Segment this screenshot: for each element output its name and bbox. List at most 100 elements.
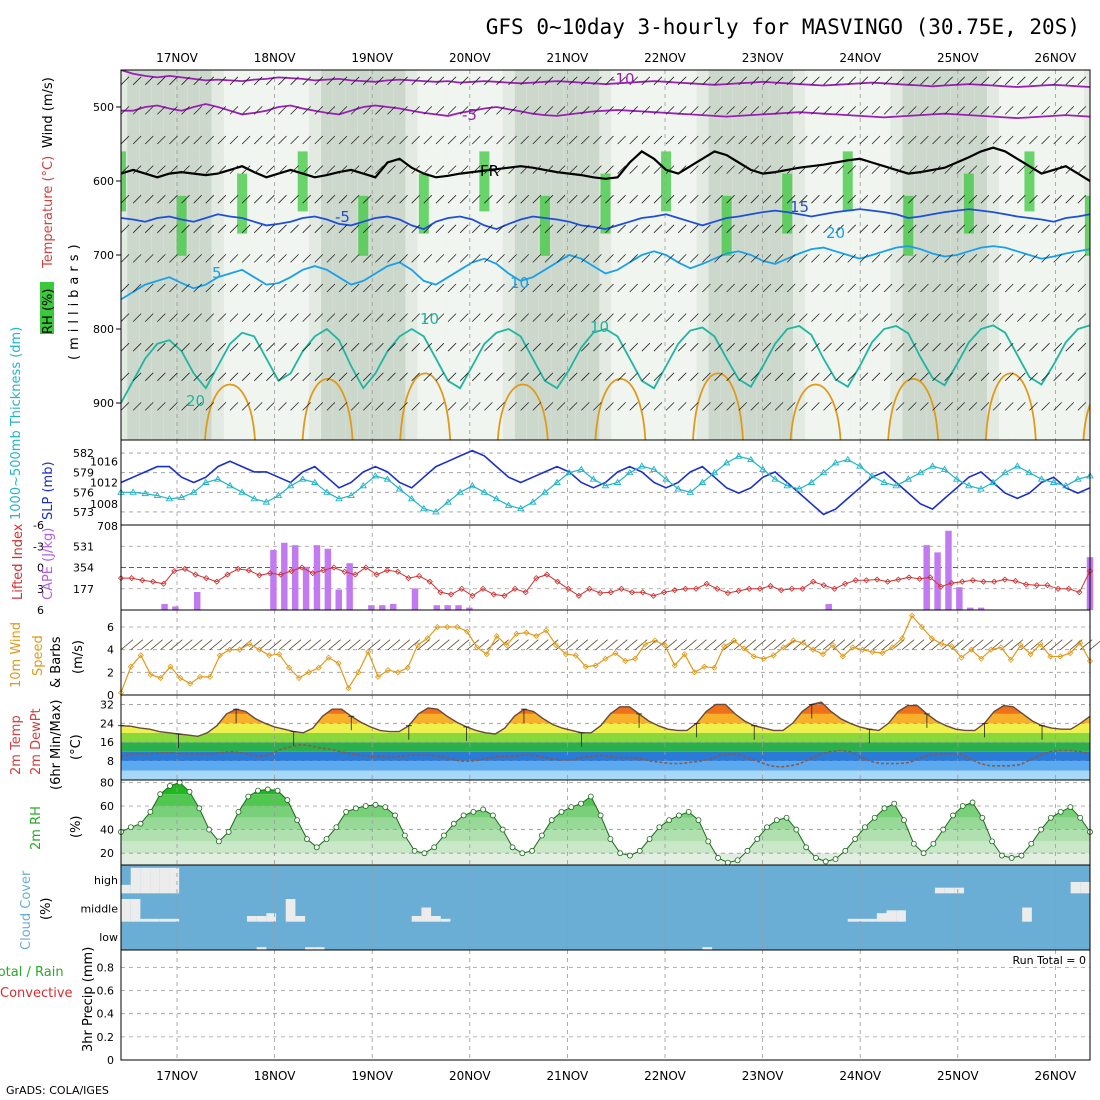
wind-barb (823, 254, 832, 263)
wind-barb (520, 135, 529, 145)
rh-point (685, 808, 692, 815)
wind-barb (362, 76, 372, 86)
wind-barb (811, 342, 820, 352)
wind-barb (738, 254, 748, 263)
wind-barb (823, 194, 832, 204)
wind-barb (762, 165, 772, 174)
cape-bar (466, 607, 473, 610)
wind-barb (266, 135, 275, 145)
thickness-point (759, 465, 767, 472)
wind-barb (823, 135, 832, 145)
wind-barb (375, 254, 384, 263)
wind-barb (520, 76, 529, 86)
wind-barb (508, 402, 517, 411)
wind-barb (459, 76, 469, 86)
date-label-top: 22NOV (644, 51, 686, 65)
li-point (139, 577, 146, 584)
date-label-top: 21NOV (547, 51, 589, 65)
wind-barb (726, 224, 735, 234)
wind-barb (1053, 402, 1062, 411)
wind-barb (1041, 342, 1050, 352)
cloud-bar-high (1070, 882, 1081, 894)
cloud-bar-high (934, 887, 945, 894)
wind-barb (189, 639, 203, 650)
wind-barb (726, 194, 735, 204)
wind-barb (1089, 380, 1090, 381)
wind-barb (859, 283, 869, 293)
millibars-label: (millibars) (67, 239, 82, 360)
wind-barb (362, 135, 372, 145)
rh-band (127, 70, 140, 440)
wind-barb (956, 224, 966, 234)
wind-barb (362, 194, 372, 204)
wind-barb (944, 76, 953, 86)
wind-barb (738, 313, 748, 322)
wind-barb (883, 165, 893, 174)
wind-barb (617, 194, 626, 204)
wind-barb (665, 165, 675, 174)
wind-barb (1089, 261, 1090, 263)
wind-barb (205, 313, 215, 322)
wind-point (978, 655, 985, 662)
rh-tick: 40 (100, 824, 114, 837)
li-point (405, 575, 412, 582)
wind-barb (484, 372, 493, 382)
wind-point (968, 646, 975, 653)
wind-barb (544, 135, 554, 145)
rh-patch (782, 173, 793, 234)
wind-barb (144, 106, 154, 115)
rh-point (353, 805, 359, 812)
wind-barb (193, 254, 202, 263)
date-label-bottom: 24NOV (839, 1069, 881, 1083)
wind-barb (568, 194, 578, 204)
wind-point (424, 635, 431, 642)
rh-band (187, 70, 200, 440)
li-point (937, 583, 944, 590)
wind-barb (520, 194, 529, 204)
wind-barb (362, 313, 372, 322)
rh-point (842, 847, 849, 854)
wind-barb (496, 106, 505, 115)
li-tick: 0 (37, 562, 44, 575)
rh-point (705, 838, 712, 845)
wind-barb (871, 254, 881, 263)
wind-barb (702, 135, 711, 145)
li-point (245, 567, 252, 574)
wind-barb (193, 224, 202, 234)
rh-band (320, 70, 333, 440)
wind-barb (702, 372, 711, 382)
wind-barb (568, 135, 578, 145)
wind-barb (980, 76, 990, 86)
wind-barb (1004, 254, 1014, 263)
thickness-point (1061, 481, 1070, 489)
wind-barb (387, 372, 396, 382)
wind-barb (1065, 224, 1075, 234)
cloud-level-label: low (99, 931, 118, 944)
rh-tick: 60 (100, 800, 114, 813)
wind-barb (738, 283, 748, 293)
wind-barb (932, 135, 941, 145)
temp-bands (121, 702, 1090, 780)
li-point (1065, 585, 1072, 592)
wind-barb (702, 194, 711, 204)
wind-barb (556, 402, 566, 411)
rh-patch (600, 173, 611, 234)
wind-point (790, 637, 797, 644)
li-point (277, 571, 284, 578)
cape-bar (967, 607, 974, 610)
wind-barb (847, 254, 857, 263)
wind-barb (423, 135, 433, 145)
rh-band (272, 70, 285, 440)
wind-barb (471, 194, 481, 204)
date-label-top: 26NOV (1035, 51, 1077, 65)
wind-barb (484, 342, 493, 352)
wind-barb (944, 313, 953, 322)
wind-barb (738, 135, 748, 145)
wind-barb (229, 165, 239, 174)
thickness-tick: 582 (73, 447, 94, 460)
li-point (650, 592, 657, 599)
wind-barb (456, 639, 470, 650)
wind-barbs-upper (121, 76, 1090, 411)
